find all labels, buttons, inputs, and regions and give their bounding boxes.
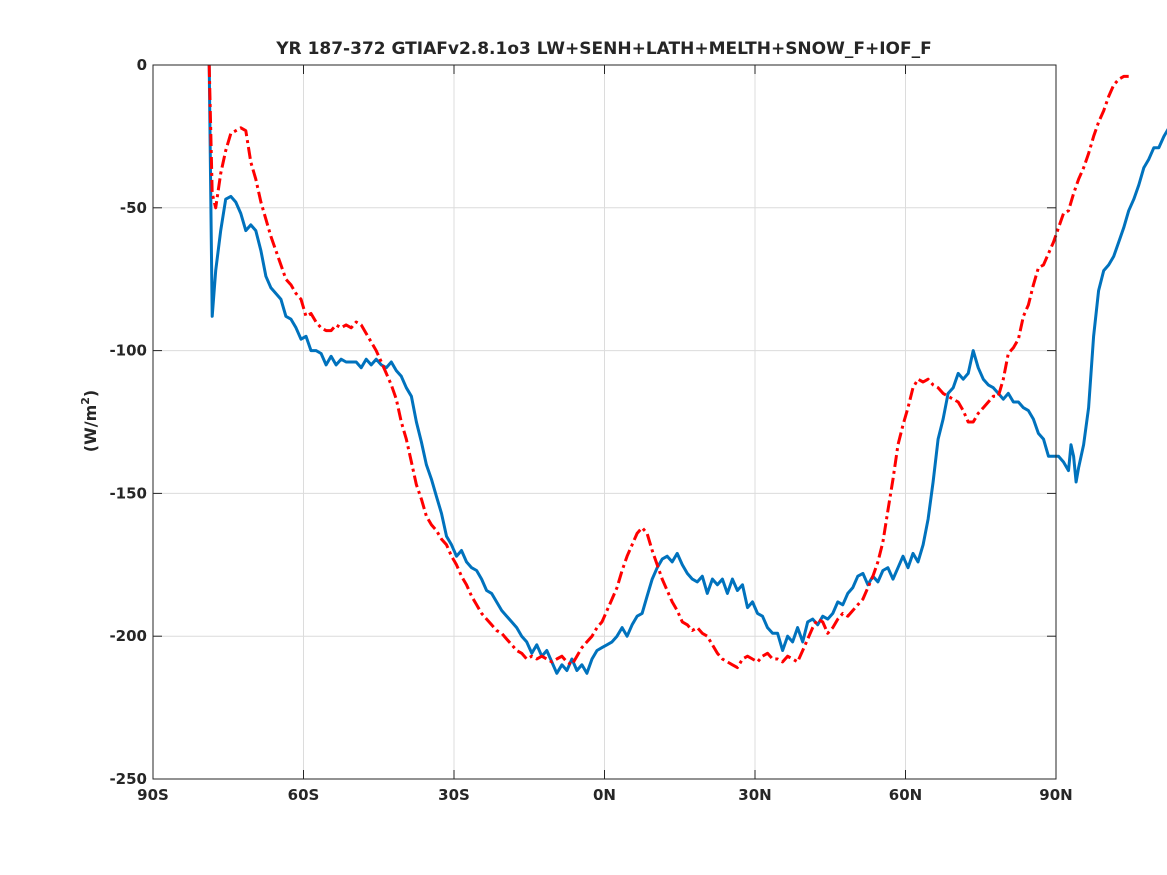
series-line-2 bbox=[207, 64, 1129, 670]
x-tick-label: 90S bbox=[137, 786, 169, 804]
axes: 90S 60S 30S 0N 30N 60N 90N 0 -50 -100 -150 -200 -250 bbox=[109, 56, 1072, 804]
y-axis-label: (W/m2) bbox=[79, 390, 100, 452]
y-tick-label: -150 bbox=[109, 484, 147, 502]
y-tick-label: -250 bbox=[109, 770, 147, 788]
y-tick-label: -200 bbox=[109, 627, 147, 645]
y-tick-label: -50 bbox=[120, 199, 147, 217]
y-tick-label: 0 bbox=[137, 56, 147, 74]
x-tick-label: 60S bbox=[288, 786, 320, 804]
y-axis-label-close: ) bbox=[81, 390, 100, 397]
chart-title: YR 187-372 GTIAFv2.8.1o3 LW+SENH+LATH+ME… bbox=[275, 39, 931, 59]
y-axis-label-superscript: 2 bbox=[79, 397, 92, 405]
series-line-1 bbox=[207, 64, 1167, 675]
x-tick-label: 0N bbox=[593, 786, 616, 804]
y-tick-label: -100 bbox=[109, 342, 147, 360]
x-tick-label: 30S bbox=[438, 786, 470, 804]
y-axis-label-main: (W/m bbox=[81, 405, 100, 452]
x-tick-label: 60N bbox=[889, 786, 922, 804]
x-tick-label: 90N bbox=[1039, 786, 1072, 804]
x-tick-label: 30N bbox=[738, 786, 771, 804]
series-lines bbox=[207, 64, 1167, 675]
